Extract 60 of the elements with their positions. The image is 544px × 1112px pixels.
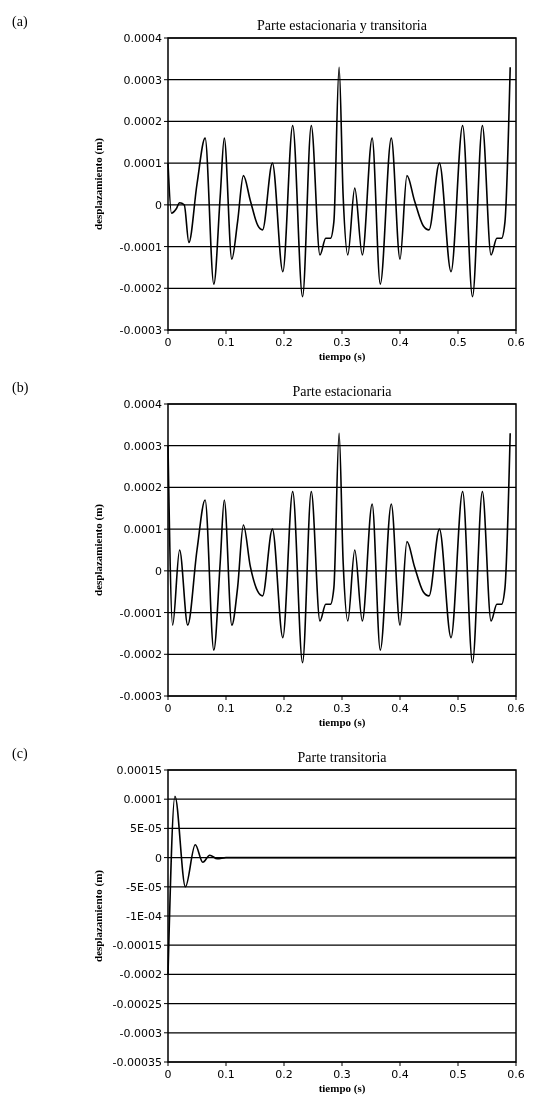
x-tick-label: 0.2	[275, 1068, 293, 1081]
y-axis-title: desplazamiento (m)	[92, 869, 105, 962]
y-tick-label: -0.00025	[112, 997, 162, 1011]
x-tick-label: 0	[164, 702, 172, 715]
y-tick-label: 0.0003	[123, 73, 162, 87]
y-tick-label: -0.00015	[112, 939, 162, 953]
y-tick-label: 0.0004	[123, 398, 162, 411]
text: (c)	[12, 746, 28, 762]
y-tick-label: 5E-05	[130, 822, 162, 836]
x-tick-label: 0.1	[217, 336, 235, 349]
x-tick-label: 0.6	[507, 702, 525, 715]
y-tick-label: 0.0002	[123, 481, 162, 495]
x-tick-label: 0.2	[275, 702, 293, 715]
y-tick-label: -0.0003	[119, 1026, 162, 1040]
y-tick-label: 0	[155, 851, 162, 865]
y-tick-label: 0.00015	[116, 764, 162, 777]
y-tick-label: -0.0002	[119, 282, 162, 296]
y-tick-label: -0.0002	[119, 968, 162, 982]
y-tick-label: -0.00035	[112, 1056, 162, 1069]
x-tick-label: 0.4	[391, 702, 409, 715]
x-tick-label: 0.5	[449, 336, 467, 349]
x-tick-label: 0.5	[449, 702, 467, 715]
y-tick-label: 0.0001	[123, 793, 162, 807]
y-tick-label: 0	[155, 198, 162, 212]
x-tick-label: 0	[164, 1068, 172, 1081]
x-tick-label: 0.6	[507, 336, 525, 349]
y-tick-label: 0	[155, 564, 162, 578]
x-tick-label: 0.2	[275, 336, 293, 349]
x-axis-title: tiempo (s)	[318, 716, 366, 729]
x-tick-label: 0.3	[333, 336, 351, 349]
x-axis-title: tiempo (s)	[318, 350, 366, 363]
y-tick-label: -0.0001	[119, 240, 162, 254]
x-tick-label: 0.5	[449, 1068, 467, 1081]
x-tick-label: 0.3	[333, 702, 351, 715]
y-tick-label: 0.0004	[123, 32, 162, 45]
y-axis-title: desplazamiento (m)	[92, 503, 105, 596]
y-tick-label: -0.0003	[119, 324, 162, 337]
x-tick-label: 0	[164, 336, 172, 349]
chart-title: Parte estacionaria	[292, 384, 393, 399]
y-tick-label: 0.0001	[123, 523, 162, 537]
chart-title: Parte transitoria	[297, 750, 388, 765]
y-tick-label: -1E-04	[126, 910, 162, 923]
y-tick-label: 0.0001	[123, 157, 162, 171]
x-tick-label: 0.1	[217, 1068, 235, 1081]
x-tick-label: 0.1	[217, 702, 235, 715]
x-axis-title: tiempo (s)	[318, 1082, 366, 1095]
x-tick-label: 0.4	[391, 1068, 409, 1081]
text: (a)	[12, 14, 28, 30]
y-tick-label: -5E-05	[126, 880, 162, 894]
y-tick-label: 0.0003	[123, 439, 162, 453]
x-tick-label: 0.3	[333, 1068, 351, 1081]
x-tick-label: 0.6	[507, 1068, 525, 1081]
y-tick-label: -0.0001	[119, 606, 162, 620]
y-tick-label: -0.0003	[119, 690, 162, 703]
x-tick-label: 0.4	[391, 336, 409, 349]
chart-title: Parte estacionaria y transitoria	[257, 18, 428, 33]
y-tick-label: 0.0002	[123, 115, 162, 129]
y-axis-title: desplazamiento (m)	[92, 137, 105, 230]
y-tick-label: -0.0002	[119, 648, 162, 662]
text: (b)	[12, 380, 29, 396]
